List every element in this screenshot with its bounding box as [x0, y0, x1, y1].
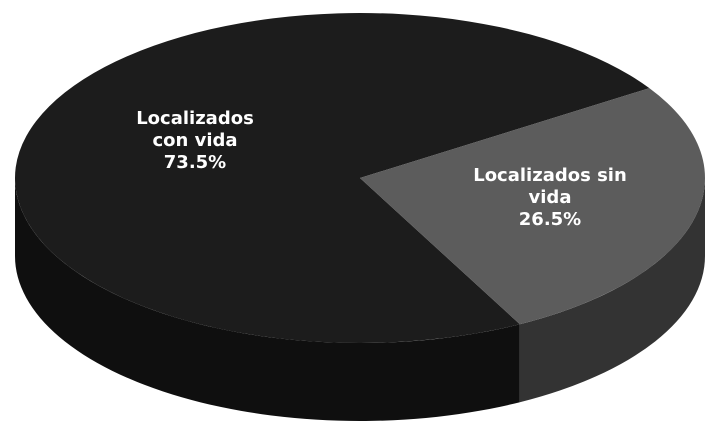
slice-label: Localizados con vida 73.5%: [120, 108, 270, 174]
slice-value: 26.5%: [518, 209, 582, 230]
slice-name: Localizados con vida: [136, 108, 254, 151]
slice-name: Localizados sin vida: [473, 165, 627, 208]
pie-slice: [360, 88, 706, 325]
pie-side: [519, 178, 705, 403]
pie-slice: [15, 12, 650, 344]
pie-side: [15, 178, 520, 421]
slice-value: 73.5%: [163, 152, 227, 173]
slice-label: Localizados sin vida 26.5%: [455, 165, 645, 231]
